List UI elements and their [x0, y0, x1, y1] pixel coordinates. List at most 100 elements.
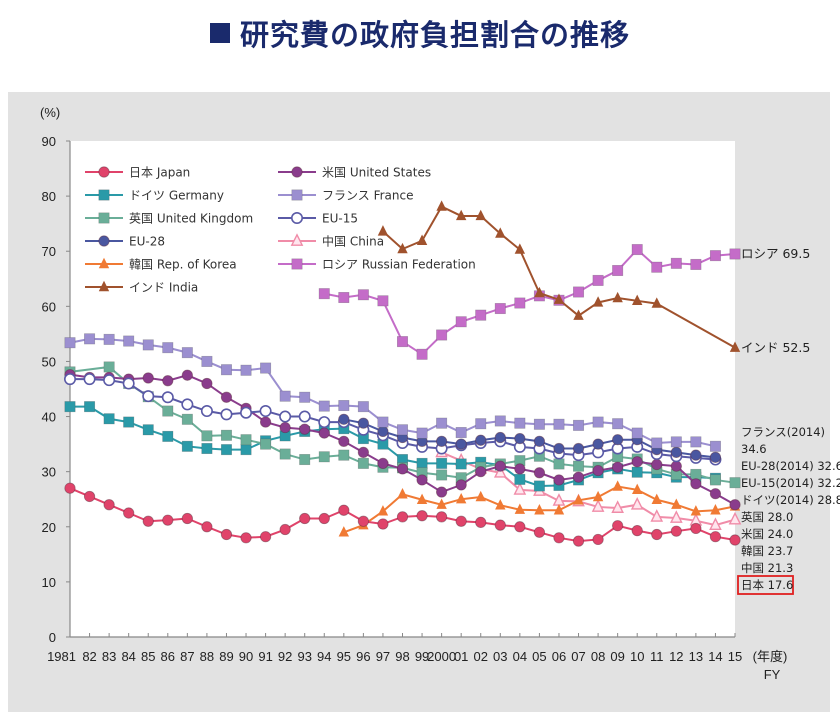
data-point-china — [591, 499, 605, 512]
data-point-germany — [64, 401, 76, 413]
y-tick-label: 70 — [42, 244, 56, 259]
x-tick-label: 03 — [493, 649, 507, 664]
data-point-india — [436, 200, 447, 211]
data-point-india — [534, 286, 545, 298]
data-point-russia — [631, 244, 643, 256]
data-point-eu28 — [357, 417, 369, 429]
legend-item-eu28: EU-28 — [85, 235, 165, 249]
data-point-us — [338, 435, 350, 447]
x-tick-label: 89 — [219, 649, 233, 664]
data-point-eu28 — [592, 438, 604, 450]
x-tick-label: 11 — [650, 649, 664, 664]
data-point-france — [64, 337, 76, 349]
data-point-france — [123, 335, 135, 347]
data-point-russia — [690, 258, 702, 270]
data-point-japan — [123, 507, 135, 519]
data-point-russia — [729, 248, 741, 260]
data-point-korea — [455, 493, 467, 504]
data-point-germany — [123, 416, 135, 428]
legend-marker-icon — [290, 212, 303, 225]
data-point-france — [592, 416, 604, 428]
data-point-japan — [162, 514, 174, 526]
legend-label: 米国 United States — [322, 166, 431, 180]
data-point-us — [279, 421, 291, 434]
data-point-russia — [573, 286, 585, 298]
series-line-russia — [324, 248, 736, 356]
data-point-france — [573, 419, 585, 431]
data-point-china — [709, 517, 722, 531]
data-point-japan — [475, 516, 487, 528]
data-point-eu15 — [279, 410, 292, 423]
legend-item-russia: ロシア Russian Federation — [278, 258, 476, 272]
data-point-us — [436, 486, 448, 498]
data-point-india — [475, 209, 486, 221]
data-point-france — [533, 418, 545, 430]
data-point-eu15 — [220, 408, 233, 421]
x-tick-label: 09 — [610, 649, 624, 664]
end-label-japan: 日本 17.6 — [741, 578, 793, 592]
legend-label: 韓国 Rep. of Korea — [129, 258, 237, 272]
data-point-uk — [181, 413, 193, 425]
data-point-france — [318, 400, 330, 412]
data-point-korea — [573, 494, 584, 505]
data-point-eu15 — [259, 405, 272, 418]
legend-item-france: フランス France — [278, 189, 413, 203]
data-point-uk — [260, 438, 272, 450]
data-point-us — [631, 456, 643, 468]
data-point-india — [553, 293, 565, 304]
x-tick-label: 85 — [141, 649, 155, 664]
data-point-germany — [416, 457, 428, 469]
data-point-eu28 — [612, 434, 624, 446]
data-point-france — [475, 418, 487, 430]
title-bullet-icon — [209, 23, 230, 43]
data-point-uk — [240, 434, 252, 446]
data-point-germany — [436, 457, 448, 469]
data-point-india — [651, 297, 662, 308]
data-point-korea — [592, 490, 604, 502]
x-tick-label: 86 — [161, 649, 175, 664]
legend-item-germany: ドイツ Germany — [85, 189, 224, 203]
data-point-japan — [357, 515, 369, 527]
data-point-france — [514, 417, 526, 429]
data-point-russia — [396, 336, 408, 348]
legend-item-uk: 英国 United Kingdom — [85, 212, 253, 226]
data-point-us — [416, 474, 428, 486]
data-point-japan — [142, 515, 154, 527]
end-label-germany: ドイツ(2014) 28.8 — [741, 493, 840, 507]
data-point-russia — [514, 297, 526, 309]
data-point-us — [162, 375, 174, 387]
data-point-eu28 — [670, 446, 682, 458]
data-point-korea — [475, 490, 486, 502]
data-point-japan — [338, 504, 350, 516]
data-point-us — [690, 478, 702, 490]
data-point-us — [142, 372, 154, 384]
legend-label: インド India — [129, 281, 198, 295]
series-line-germany — [70, 405, 716, 488]
data-point-france — [84, 333, 96, 345]
data-point-germany — [240, 444, 252, 456]
legend-label: 英国 United Kingdom — [129, 212, 253, 226]
x-tick-label: 02 — [474, 649, 488, 664]
legend-label: 日本 Japan — [129, 166, 190, 180]
data-point-us — [651, 458, 663, 471]
data-point-germany — [201, 443, 213, 455]
data-point-eu28 — [475, 434, 487, 446]
data-point-japan — [592, 533, 604, 546]
series-line-china — [441, 451, 736, 527]
data-point-india — [729, 341, 741, 352]
data-point-uk — [690, 468, 702, 480]
data-point-russia — [416, 348, 428, 360]
data-point-france — [455, 427, 467, 439]
y-tick-label: 60 — [42, 299, 56, 314]
data-point-korea — [612, 480, 623, 491]
data-point-russia — [709, 250, 721, 262]
y-tick-label: 0 — [49, 630, 56, 645]
data-point-uk — [279, 448, 291, 460]
data-point-us — [612, 461, 624, 473]
data-point-us — [396, 463, 409, 475]
legend-item-india: インド India — [85, 281, 198, 295]
end-label-eu28: EU-28(2014) 32.6 — [741, 459, 840, 473]
data-point-eu15 — [181, 398, 194, 411]
data-point-eu28 — [709, 451, 722, 463]
